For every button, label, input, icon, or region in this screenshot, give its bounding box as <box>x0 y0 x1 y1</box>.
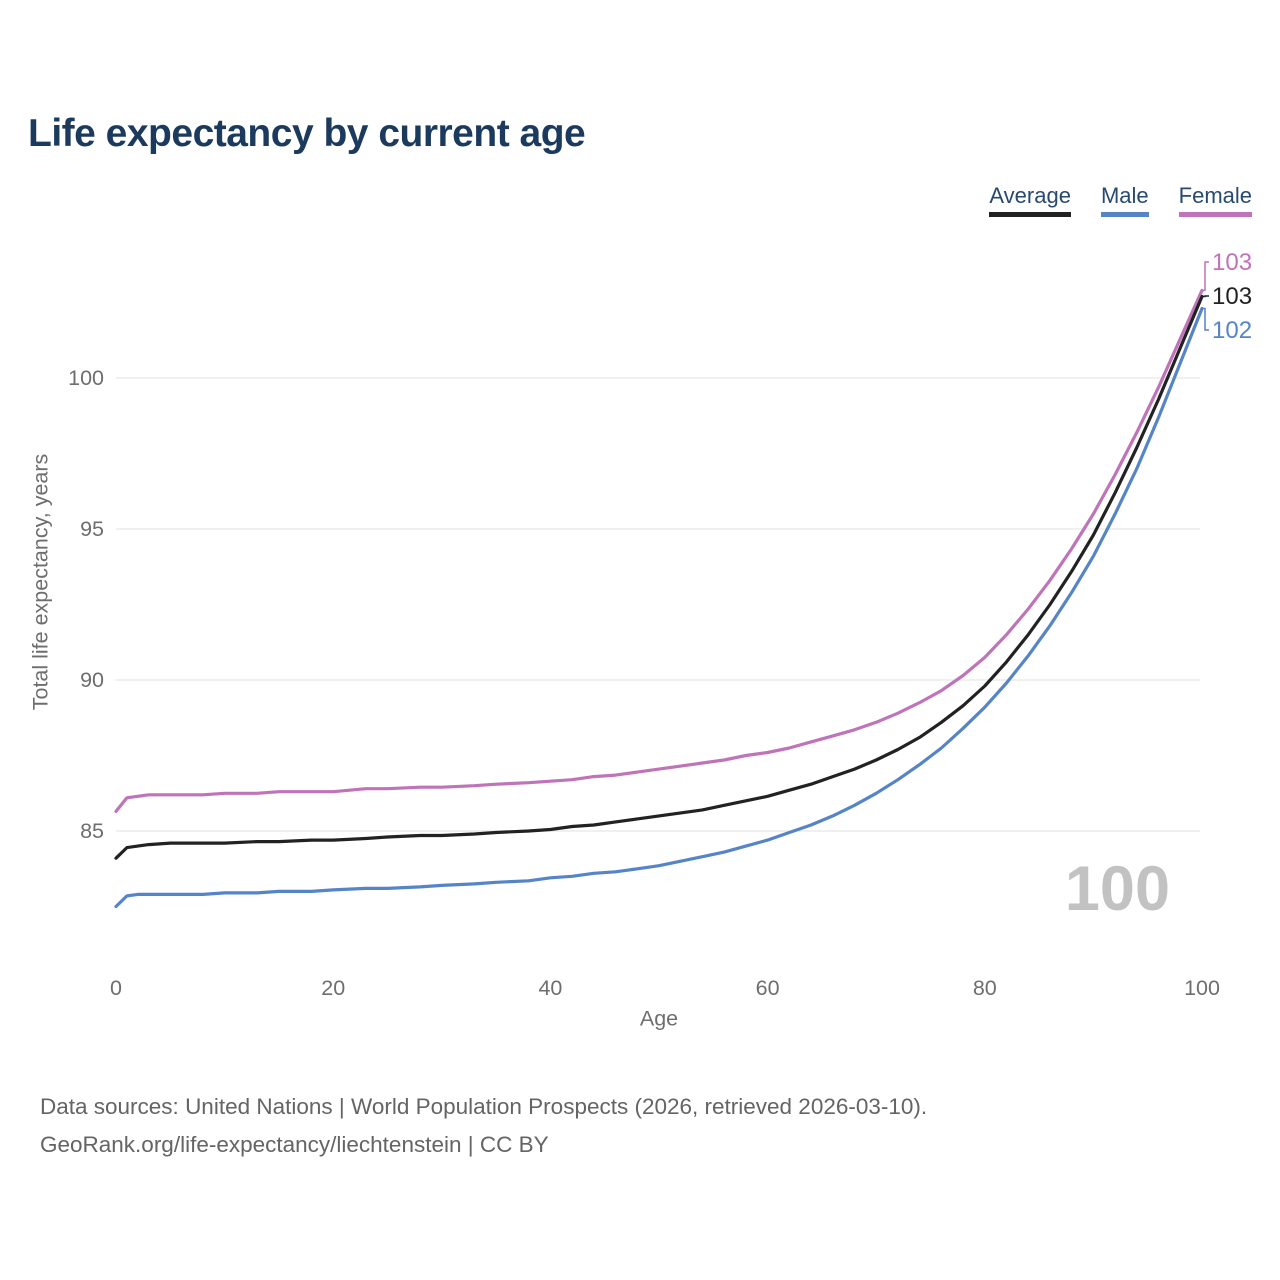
x-tick-label-100: 100 <box>1184 976 1220 1000</box>
legend-item-female[interactable]: Female <box>1178 183 1252 218</box>
line-male[interactable] <box>114 306 1204 909</box>
end-connector-male <box>1203 307 1209 331</box>
y-tick-label-85: 85 <box>80 819 104 843</box>
legend-item-male[interactable]: Male <box>1100 183 1149 218</box>
x-axis-title: Age <box>639 1006 679 1031</box>
line-average[interactable] <box>114 294 1204 860</box>
legend-item-average[interactable]: Average <box>989 183 1071 218</box>
y-axis-title: Total life expectancy, years <box>28 453 53 711</box>
footer: Data sources: United Nations | World Pop… <box>40 1088 927 1164</box>
end-label-average: 103 <box>1212 283 1252 310</box>
y-tick-label-90: 90 <box>80 668 104 692</box>
x-tick-label-0: 0 <box>110 976 122 1000</box>
page-title: Life expectancy by current age <box>28 112 586 155</box>
line-female[interactable] <box>114 288 1204 814</box>
y-tick-label-95: 95 <box>80 517 104 541</box>
footer-attribution-line: GeoRank.org/life-expectancy/liechtenstei… <box>40 1132 549 1157</box>
x-tick-label-40: 40 <box>538 976 562 1000</box>
end-connector-female <box>1203 261 1209 292</box>
footer-sources-line: Data sources: United Nations | World Pop… <box>40 1094 928 1119</box>
x-tick-label-80: 80 <box>973 976 997 1000</box>
x-tick-label-20: 20 <box>321 976 345 1000</box>
x-tick-label-60: 60 <box>756 976 780 1000</box>
end-label-male: 102 <box>1212 317 1252 344</box>
hover-age-watermark: 100 <box>1064 854 1170 924</box>
legend-label-male: Male <box>1100 183 1149 208</box>
end-label-female: 103 <box>1212 249 1252 276</box>
y-tick-label-100: 100 <box>68 366 104 390</box>
legend-label-female: Female <box>1178 183 1252 208</box>
end-connector-average <box>1203 295 1209 298</box>
legend: Average Male Female <box>989 183 1252 218</box>
legend-label-average: Average <box>989 183 1071 208</box>
